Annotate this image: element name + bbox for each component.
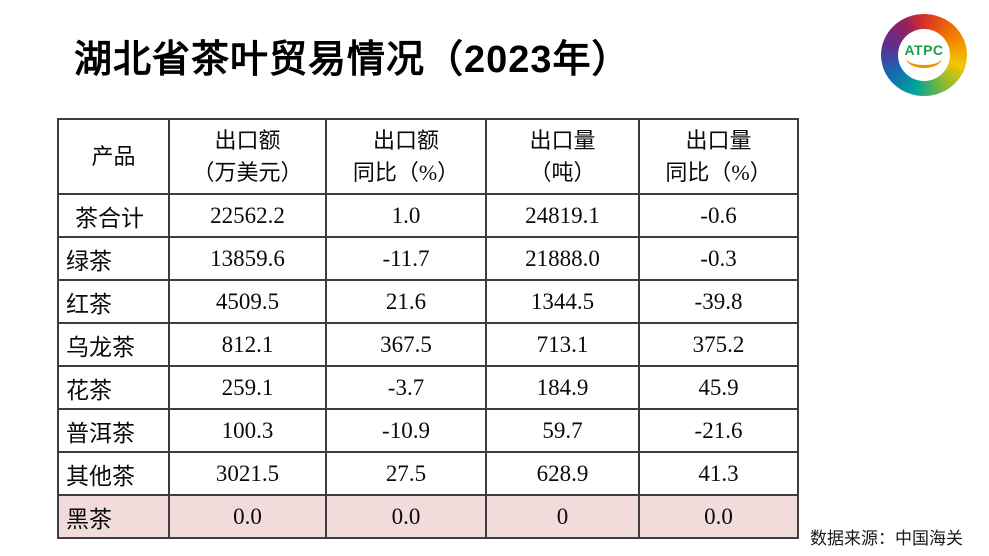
value-cell: -11.7 [325, 236, 487, 281]
value-cell: -3.7 [325, 365, 487, 410]
value-cell: 100.3 [168, 408, 327, 453]
col-header-line: 出口额 [372, 127, 439, 153]
value-cell: 4509.5 [168, 279, 327, 324]
value-cell: 367.5 [325, 322, 487, 367]
value-cell: 13859.6 [168, 236, 327, 281]
value-cell: -21.6 [638, 408, 799, 453]
table-row: 绿茶 13859.6 -11.7 21888.0 -0.3 [57, 236, 799, 281]
value-cell: 59.7 [485, 408, 640, 453]
col-header-line: （万美元） [192, 159, 303, 185]
col-header-line: 出口量 [529, 127, 596, 153]
value-cell: 27.5 [325, 451, 487, 496]
logo-text: ATPC [904, 41, 944, 58]
value-cell: 0.0 [638, 494, 799, 539]
value-cell: 0.0 [168, 494, 327, 539]
product-cell: 其他茶 [57, 451, 170, 496]
value-cell: 22562.2 [168, 193, 327, 238]
value-cell: 3021.5 [168, 451, 327, 496]
table-row: 茶合计 22562.2 1.0 24819.1 -0.6 [57, 193, 799, 238]
table-row: 花茶 259.1 -3.7 184.9 45.9 [57, 365, 799, 410]
table-row: 红茶 4509.5 21.6 1344.5 -39.8 [57, 279, 799, 324]
value-cell: 812.1 [168, 322, 327, 367]
col-header-export-value: 出口额 （万美元） [168, 118, 327, 195]
product-cell: 花茶 [57, 365, 170, 410]
page-title: 湖北省茶叶贸易情况（2023年） [74, 39, 631, 81]
table-row: 其他茶 3021.5 27.5 628.9 41.3 [57, 451, 799, 496]
value-cell: 628.9 [485, 451, 640, 496]
data-source-note: 数据来源：中国海关 [810, 529, 963, 548]
table-row: 乌龙茶 812.1 367.5 713.1 375.2 [57, 322, 799, 367]
value-cell: 21888.0 [485, 236, 640, 281]
value-cell: 713.1 [485, 322, 640, 367]
value-cell: -0.3 [638, 236, 799, 281]
logo-underline-icon [906, 58, 942, 68]
col-header-line: 产品 [91, 143, 136, 169]
value-cell: 1.0 [325, 193, 487, 238]
col-header-line: 同比（%） [352, 159, 460, 185]
product-cell: 黑茶 [57, 494, 170, 539]
value-cell: 24819.1 [485, 193, 640, 238]
table-row: 黑茶 0.0 0.0 0 0.0 [57, 494, 799, 539]
col-header-line: 出口量 [685, 127, 752, 153]
col-header-export-volume: 出口量 （吨） [485, 118, 640, 195]
col-header-line: 出口额 [214, 127, 281, 153]
value-cell: -39.8 [638, 279, 799, 324]
product-cell: 普洱茶 [57, 408, 170, 453]
col-header-export-volume-yoy: 出口量同比（%） [638, 118, 799, 195]
value-cell: -10.9 [325, 408, 487, 453]
value-cell: 375.2 [638, 322, 799, 367]
value-cell: 45.9 [638, 365, 799, 410]
product-cell: 红茶 [57, 279, 170, 324]
value-cell: 1344.5 [485, 279, 640, 324]
atpc-logo: ATPC [881, 14, 967, 96]
product-cell: 乌龙茶 [57, 322, 170, 367]
product-cell: 茶合计 [57, 193, 170, 238]
table-header-row: 产品 出口额 （万美元） 出口额同比（%） 出口量 （吨） 出口量同比（%） [57, 118, 799, 195]
product-cell: 绿茶 [57, 236, 170, 281]
value-cell: 21.6 [325, 279, 487, 324]
tea-trade-table: 产品 出口额 （万美元） 出口额同比（%） 出口量 （吨） 出口量同比（%） 茶合计… [57, 118, 799, 539]
table-row: 普洱茶 100.3 -10.9 59.7 -21.6 [57, 408, 799, 453]
rainbow-swirl-icon: ATPC [881, 14, 967, 96]
value-cell: 41.3 [638, 451, 799, 496]
value-cell: 0 [485, 494, 640, 539]
value-cell: 0.0 [325, 494, 487, 539]
col-header-line: （吨） [529, 159, 596, 185]
col-header-export-value-yoy: 出口额同比（%） [325, 118, 487, 195]
logo-center: ATPC [898, 29, 950, 81]
value-cell: 184.9 [485, 365, 640, 410]
value-cell: -0.6 [638, 193, 799, 238]
table-body: 茶合计 22562.2 1.0 24819.1 -0.6 绿茶 13859.6 -11.7 21… [57, 193, 799, 539]
value-cell: 259.1 [168, 365, 327, 410]
col-header-product: 产品 [57, 118, 170, 195]
col-header-line: 同比（%） [665, 159, 772, 185]
